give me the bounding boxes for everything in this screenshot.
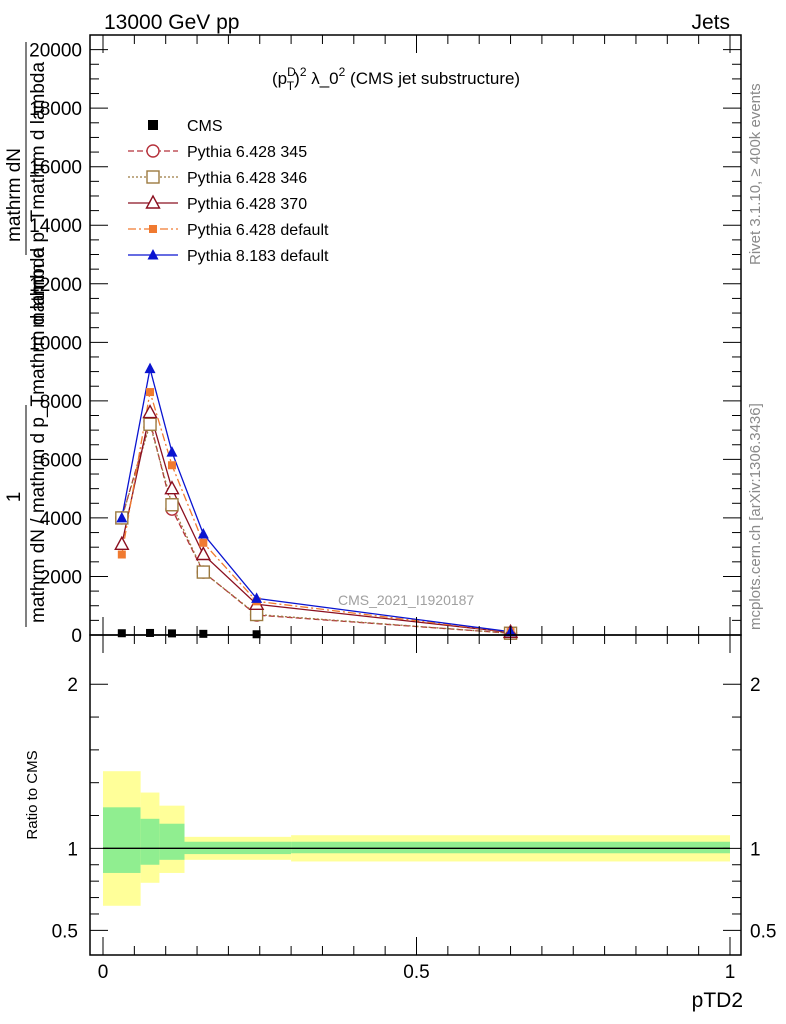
legend-label: Pythia 8.183 default — [187, 248, 329, 265]
ratio-y-tick-label-right: 2 — [750, 675, 761, 696]
cms-data-point — [167, 629, 176, 638]
ratio-y-tick-label: 1 — [67, 839, 78, 860]
series-line-2 — [121, 421, 511, 634]
legend-marker — [146, 170, 160, 184]
series-marker-3 — [195, 546, 211, 561]
ylabel-line-2: mathrm dN — [4, 148, 25, 242]
y-tick-label: 6000 — [40, 450, 82, 471]
series-marker-3 — [142, 404, 158, 419]
watermark: CMS_2021_I1920187 — [338, 592, 474, 608]
y-tick-label: 12000 — [29, 275, 82, 296]
legend-item: Pythia 6.428 default — [128, 222, 329, 239]
legend-item: Pythia 6.428 346 — [128, 170, 307, 187]
legend-item: Pythia 6.428 370 — [128, 194, 307, 213]
main-axis-ticks: 0 2000 4000 6000 8000 10000 12000 14000 16000 180… — [29, 35, 741, 647]
series-line-5 — [121, 368, 511, 633]
legend: CMS Pythia 6.428 345 Pythia 6.428 346 Pythi… — [128, 118, 329, 265]
side-text-top: Rivet 3.1.10, ≥ 400k events — [747, 83, 764, 265]
legend-label: Pythia 6.428 345 — [187, 144, 307, 161]
ratio-y-tick-label-right: 1 — [750, 839, 761, 860]
y-tick-label: 20000 — [29, 41, 82, 62]
series-marker-5 — [166, 446, 178, 457]
legend-label: Pythia 6.428 370 — [187, 196, 307, 213]
ratio-y-tick-label-right: 0.5 — [750, 921, 776, 942]
ratio-band-inner — [103, 807, 141, 873]
header-left: 13000 GeV pp — [104, 11, 239, 34]
cms-data-point — [199, 629, 208, 638]
series-marker-5 — [144, 362, 156, 374]
series-marker-3 — [114, 535, 130, 550]
x-axis-title: pTD2 — [692, 989, 743, 1012]
series-marker-3 — [164, 480, 180, 495]
y-tick-label: 10000 — [29, 333, 82, 354]
y-tick-label: 18000 — [29, 99, 82, 120]
legend-label: Pythia 6.428 346 — [187, 170, 307, 187]
series-marker-5 — [116, 511, 128, 523]
legend-item: Pythia 8.183 default — [128, 248, 329, 265]
ratio-band-inner — [159, 823, 185, 860]
legend-item: CMS — [148, 118, 223, 135]
x-tick-label: 1 — [725, 962, 736, 983]
ylabel-line-4: mathrm dN / mathrm d p_Tmathrm d lambda — [28, 247, 49, 623]
series-marker-4 — [199, 538, 208, 547]
cms-data-point — [146, 628, 155, 637]
series-marker-5 — [251, 592, 263, 603]
series-marker-4 — [117, 550, 126, 559]
main-y-axis-title: 1 mathrm dN mathrm d p_Tmathrm d lambda … — [4, 42, 49, 627]
legend-item: Pythia 6.428 345 — [128, 144, 307, 161]
series-line-3 — [121, 412, 511, 634]
legend-label: Pythia 6.428 default — [187, 222, 329, 239]
header-right: Jets — [691, 11, 730, 34]
y-tick-label: 14000 — [29, 216, 82, 237]
ylabel-line-1: 1 — [4, 492, 25, 503]
legend-label: CMS — [187, 118, 223, 135]
legend-marker — [147, 249, 159, 260]
series-lines — [121, 368, 511, 634]
ratio-y-axis-title: Ratio to CMS — [24, 750, 41, 839]
series-marker-4 — [146, 388, 155, 397]
ratio-band-inner — [291, 841, 730, 854]
ratio-plot-frame — [89, 634, 742, 956]
series-marker-2 — [143, 417, 157, 431]
main-plot-title: (pD T)2 λ_02 (CMS jet substructure) — [272, 65, 520, 93]
series-marker-4 — [167, 461, 176, 470]
y-tick-label: 16000 — [29, 158, 82, 179]
legend-marker — [145, 194, 161, 209]
series-marker-2 — [165, 498, 179, 512]
x-tick-label: 0 — [98, 962, 109, 983]
legend-swatch — [148, 120, 158, 130]
y-tick-label: 2000 — [40, 567, 82, 588]
ratio-axis-ticks: 0 0.5 1 0.5 0.5 1 1 2 2 — [52, 635, 776, 983]
legend-marker — [149, 225, 157, 233]
y-tick-label: 8000 — [40, 392, 82, 413]
series-marker-2 — [196, 565, 211, 579]
ratio-uncertainty-bands — [103, 771, 730, 906]
cms-data-point — [117, 629, 126, 638]
ylabel-line-3: mathrm d p_Tmathrm d lambda — [28, 62, 49, 329]
series-marker-2 — [249, 607, 264, 622]
ratio-band-inner — [140, 818, 160, 865]
legend-marker — [146, 144, 160, 158]
series-marker-5 — [197, 528, 209, 539]
x-tick-label: 0.5 — [403, 962, 429, 983]
y-tick-label: 4000 — [40, 509, 82, 530]
side-text-bottom: mcplots.cern.ch [arXiv:1306.3436] — [747, 403, 764, 630]
y-tick-label: 0 — [71, 626, 82, 647]
ratio-y-tick-label: 2 — [67, 675, 78, 696]
ratio-y-tick-label: 0.5 — [52, 921, 78, 942]
series-line-4 — [121, 391, 511, 633]
